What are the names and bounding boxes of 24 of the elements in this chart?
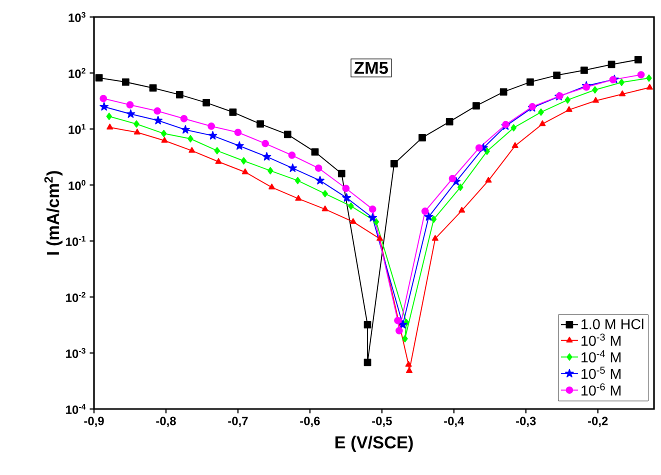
annotation: ZM5 [354, 62, 388, 74]
y-tick-label: 10$^{-3}$ [66, 348, 86, 358]
x-tick-label: -0,8 [156, 416, 176, 427]
legend-label: 10$^{-5}$ M [582, 366, 621, 379]
x-tick-label: -0,2 [588, 416, 608, 427]
y-tick-label: 10$^{1}$ [68, 124, 86, 134]
y-tick-label: 10$^{0}$ [68, 180, 86, 190]
x-tick-label: -0,6 [300, 416, 320, 427]
x-axis-title: E (V/SCE) [335, 436, 413, 452]
legend-label: 1.0 M HCl [582, 318, 644, 330]
y-tick-label: 10$^{-1}$ [66, 236, 86, 246]
x-tick-label: -0,3 [516, 416, 536, 427]
y-axis-title: I (mA/cm$^{2}$) [44, 171, 62, 255]
legend-label: 10$^{-6}$ M [582, 383, 621, 396]
x-tick-label: -0,9 [84, 416, 104, 427]
y-tick-label: 10$^{3}$ [68, 12, 86, 22]
x-tick-label: -0,5 [372, 416, 392, 427]
y-tick-label: 10$^{2}$ [68, 68, 86, 78]
y-tick-label: 10$^{-4}$ [66, 404, 86, 414]
legend-label: 10$^{-3}$ M [582, 334, 621, 346]
legend-label: 10$^{-4}$ M [582, 350, 621, 362]
x-tick-label: -0,7 [228, 416, 248, 427]
x-tick-label: -0,4 [444, 416, 464, 427]
y-tick-label: 10$^{-2}$ [66, 292, 86, 302]
